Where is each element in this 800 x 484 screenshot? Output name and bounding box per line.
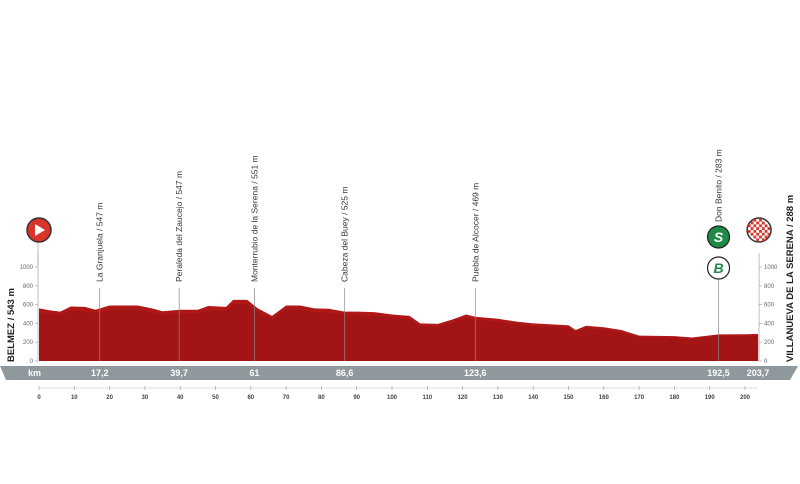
finish-label: VILLANUEVA DE LA SERENA / 288 m <box>785 195 796 362</box>
checker-square <box>750 227 754 230</box>
y-tick-label: 1000 <box>764 265 778 271</box>
x-tick-label: 140 <box>528 395 539 401</box>
waypoint-km-label: 192,5 <box>707 368 730 378</box>
x-tick-label: 60 <box>247 395 254 401</box>
y-tick-label: 600 <box>764 303 775 309</box>
play-icon <box>35 224 45 236</box>
checker-square <box>761 238 765 242</box>
x-tick-label: 20 <box>106 395 113 401</box>
x-tick-label: 160 <box>599 395 610 401</box>
waypoint-km-label: 123,6 <box>464 368 487 378</box>
checker-square <box>759 230 762 233</box>
x-tick-label: 120 <box>458 395 469 401</box>
x-tick-label: 110 <box>422 395 432 401</box>
y-tick-label: 800 <box>23 284 34 290</box>
waypoint-km-label: 61 <box>249 368 259 378</box>
checker-square <box>753 224 757 228</box>
checker-square <box>764 230 768 233</box>
waypoint-label: Don Benito / 283 m <box>714 149 724 222</box>
waypoint-label: Monterrubio de la Serena / 551 m <box>249 155 259 282</box>
waypoint-label: Puebla de Alcocer / 469 m <box>470 183 480 282</box>
checker-square <box>753 235 757 239</box>
waypoint-label: Peraleda del Zaucejo / 547 m <box>174 171 184 282</box>
x-tick-label: 40 <box>177 395 184 401</box>
y-tick-label: 0 <box>764 359 768 365</box>
sprint-icon-letter: S <box>714 229 724 245</box>
checker-square <box>753 230 757 233</box>
waypoint-label: La Granjuela / 547 m <box>95 203 105 282</box>
x-tick-label: 180 <box>669 395 680 401</box>
x-tick-label: 0 <box>37 395 41 401</box>
checker-square <box>756 238 760 242</box>
checker-square <box>747 230 751 233</box>
x-tick-label: 90 <box>353 395 360 401</box>
finish-km-label: 203,7 <box>747 368 770 378</box>
x-tick-label: 130 <box>493 395 504 401</box>
km-bar <box>0 366 798 380</box>
y-tick-label: 0 <box>30 359 34 365</box>
x-tick-label: 200 <box>740 395 751 401</box>
checker-square <box>761 232 765 236</box>
checker-square <box>761 227 765 230</box>
checker-square <box>767 227 771 230</box>
checker-square <box>759 224 762 228</box>
y-tick-label: 600 <box>23 303 34 309</box>
checker-square <box>750 221 754 225</box>
x-tick-label: 30 <box>142 395 149 401</box>
km-unit-label: km <box>28 368 41 378</box>
checker-square <box>747 224 751 228</box>
y-tick-label: 200 <box>764 340 775 346</box>
checker-square <box>761 221 765 225</box>
checker-square <box>756 227 760 230</box>
checker-square <box>767 232 771 236</box>
x-tick-label: 70 <box>283 395 290 401</box>
y-tick-label: 400 <box>764 321 775 327</box>
checker-square <box>750 232 754 236</box>
x-tick-label: 190 <box>705 395 716 401</box>
x-tick-label: 150 <box>563 395 574 401</box>
x-tick-label: 10 <box>71 395 78 401</box>
y-tick-label: 400 <box>23 321 34 327</box>
checker-square <box>764 224 768 228</box>
y-tick-label: 1000 <box>20 265 34 271</box>
x-tick-label: 100 <box>387 395 398 401</box>
x-tick-label: 170 <box>634 395 645 401</box>
sprint-icon <box>706 225 731 249</box>
waypoint-km-label: 39,7 <box>170 368 188 378</box>
waypoint-label: Cabeza del Buey / 525 m <box>340 187 350 282</box>
x-tick-label: 80 <box>318 395 325 401</box>
elevation-shade <box>39 304 759 361</box>
waypoint-km-label: 17,2 <box>91 368 109 378</box>
y-tick-label: 200 <box>23 340 34 346</box>
checker-square <box>753 218 757 222</box>
checker-square <box>759 218 762 222</box>
checker-square <box>764 235 768 239</box>
elevation-area <box>39 299 759 361</box>
bonus-icon-letter: B <box>713 260 723 276</box>
checker-square <box>759 235 762 239</box>
checker-square <box>756 232 760 236</box>
bonus-icon <box>706 256 731 280</box>
y-tick-label: 800 <box>764 284 775 290</box>
checker-square <box>756 221 760 225</box>
x-tick-label: 50 <box>212 395 219 401</box>
waypoint-km-label: 86,6 <box>336 368 354 378</box>
start-label: BELMEZ / 543 m <box>6 288 17 362</box>
